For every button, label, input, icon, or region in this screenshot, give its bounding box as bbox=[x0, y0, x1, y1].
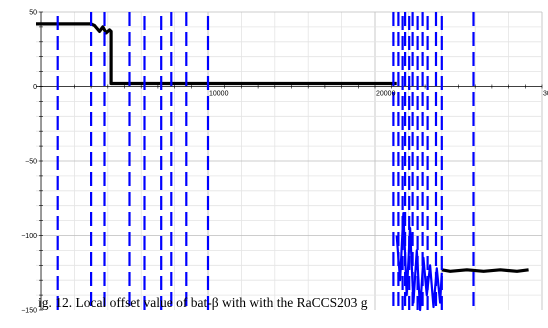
x-tick-label: 20000 bbox=[376, 91, 396, 98]
y-tick-label: −50 bbox=[25, 159, 37, 166]
y-tick-label: 0 bbox=[33, 84, 37, 91]
axes bbox=[36, 11, 543, 311]
series-1-line bbox=[441, 268, 529, 273]
y-tick-label: 50 bbox=[29, 10, 37, 17]
x-tick-label: 10000 bbox=[209, 91, 229, 98]
x-tick-label: 30000 bbox=[543, 91, 548, 98]
y-tick-label: −100 bbox=[21, 233, 37, 240]
series-0-line bbox=[36, 22, 397, 86]
y-tick-label: −150 bbox=[21, 308, 37, 315]
series-3-line bbox=[395, 212, 443, 312]
tick-labels: 10000 20000 30000 50 0 −50 −100 −150 bbox=[21, 10, 548, 315]
series-layer bbox=[36, 12, 529, 312]
